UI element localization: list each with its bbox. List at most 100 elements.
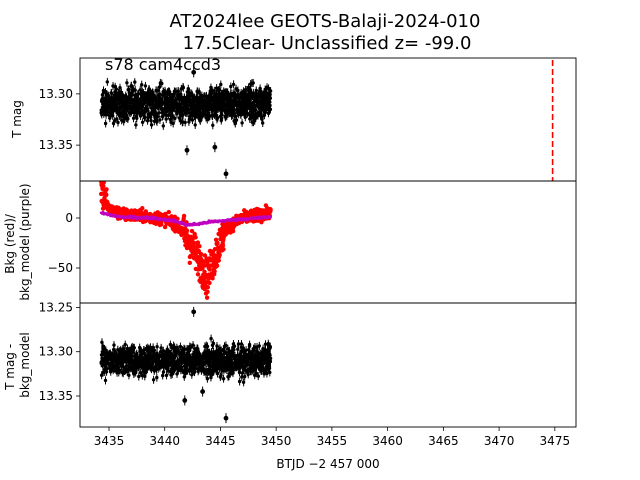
data-point [190,361,195,366]
data-point [195,240,201,245]
data-point [211,341,216,346]
data-point [103,121,108,126]
data-point [104,187,109,192]
data-point [251,81,255,85]
data-point [211,350,216,354]
data-point [180,368,184,372]
data-point [155,345,159,349]
data-point [134,123,138,127]
data-point [234,118,239,122]
data-point [199,252,204,257]
data-point [187,260,192,265]
data-point [160,81,164,86]
data-point [207,267,212,272]
data-point [193,115,198,120]
data-point [229,84,233,89]
data-point [101,181,106,185]
data-point [204,295,210,300]
data-point [178,344,183,349]
data-point [215,371,220,376]
data-point [133,88,137,92]
data-point [268,107,273,112]
y-tick-label: 13.30 [39,87,73,101]
data-point [204,94,209,98]
data-point [148,345,153,349]
data-point [143,84,148,88]
data-point [132,346,136,350]
data-point [133,80,137,84]
data-point [118,86,122,90]
data-point [210,276,215,281]
data-point [161,349,165,353]
data-point [114,87,119,91]
data-point [159,346,163,350]
data-point [192,370,197,374]
data-point [112,347,116,352]
data-point [209,336,213,341]
series-top-0 [99,67,273,179]
data-point [197,91,201,95]
data-point [123,342,127,347]
data-point [145,367,150,371]
data-point [111,114,115,118]
outlier-point [191,69,197,75]
data-point [126,117,130,121]
panel-top: 13.30 13.35 [39,57,577,182]
data-point [101,183,106,189]
data-point [189,228,195,234]
data-point [99,373,104,377]
data-point [191,343,195,347]
data-point [150,365,155,369]
panel-data-bottom [99,306,273,424]
data-point [192,231,197,237]
data-point [158,92,162,96]
data-point [171,121,175,126]
data-point [205,344,210,349]
data-point [158,118,162,122]
data-point [268,207,273,213]
data-point [106,94,111,98]
data-point [268,89,273,93]
data-point [161,124,165,128]
data-point [151,378,156,382]
panel-data-middle [99,181,273,300]
data-point [216,116,220,120]
data-point [175,372,179,376]
data-point [138,370,143,375]
data-point [220,113,224,117]
data-point [103,378,108,383]
outlier-point [223,171,229,177]
data-point [135,116,139,121]
data-point [189,345,193,349]
data-point [205,377,210,381]
panel-middle: 0 −50 [48,180,577,304]
data-point [183,120,187,125]
data-point [140,206,145,211]
data-point [156,88,160,93]
data-point [213,95,217,99]
data-point [131,116,136,121]
data-point [266,86,271,91]
data-point [197,244,202,249]
outlier-point [184,147,190,153]
outlier-point [212,144,218,150]
data-point [124,95,128,99]
data-point [162,224,168,230]
data-point [164,373,169,378]
data-point [118,368,122,373]
data-point [149,123,154,127]
panel-data-top [99,67,273,179]
panel-frame [79,180,577,304]
data-point [220,243,226,248]
data-point [104,192,109,197]
data-point [149,118,153,123]
data-point [205,285,210,290]
data-point [195,272,201,277]
data-point [239,113,243,117]
data-point [200,266,205,271]
data-point [219,82,223,87]
data-point [188,117,192,121]
y-tick-label: 13.35 [39,138,73,152]
data-point [207,280,212,286]
